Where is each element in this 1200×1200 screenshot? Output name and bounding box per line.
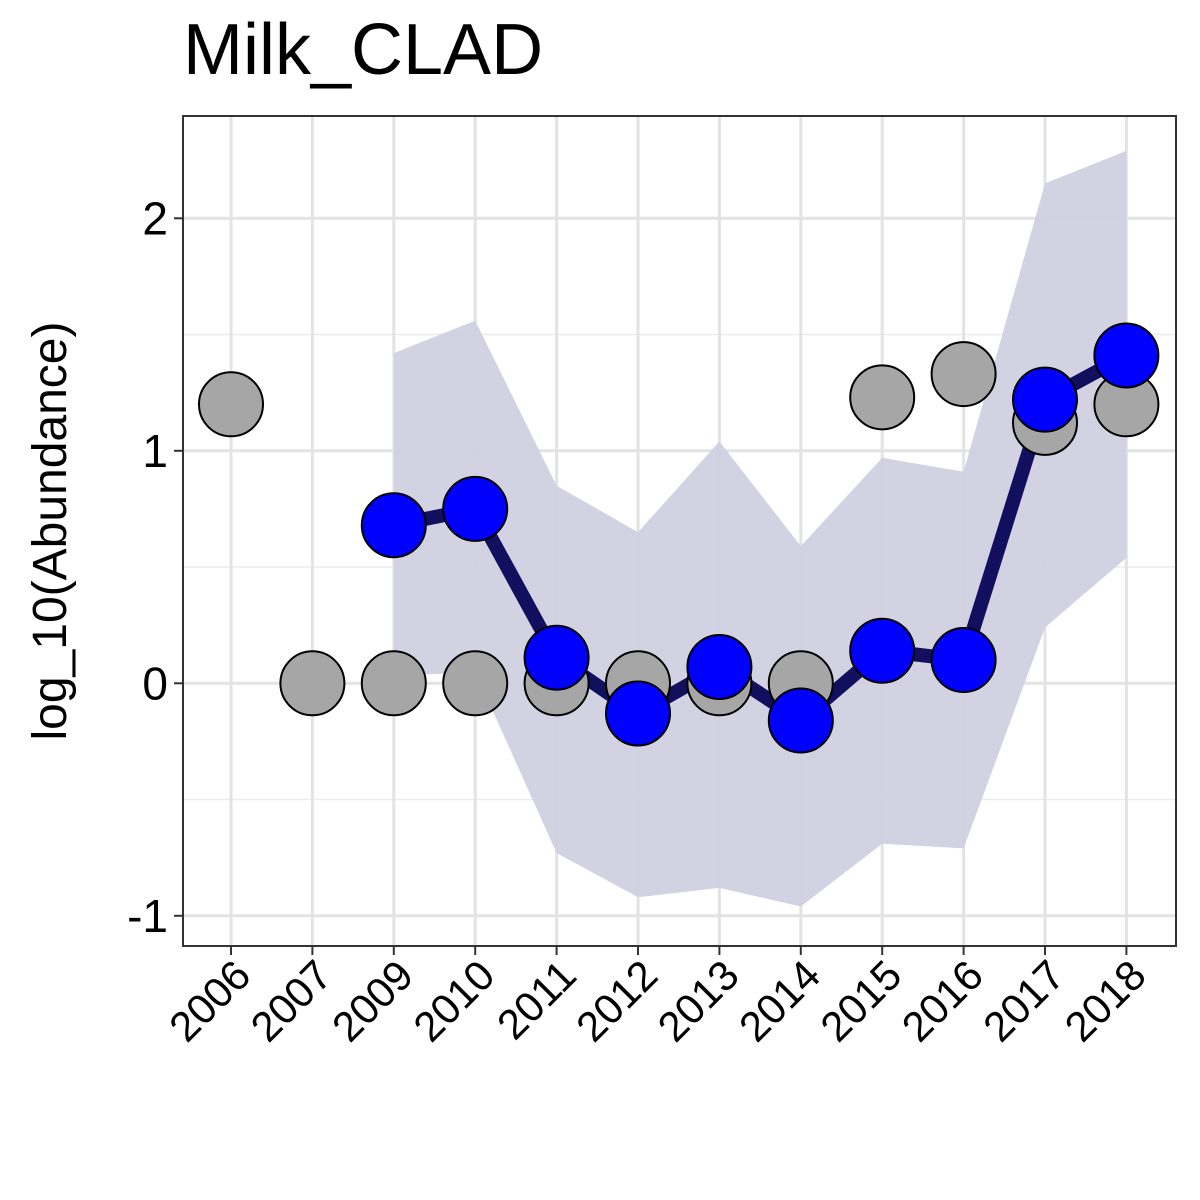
fitted-point (360, 492, 427, 559)
x-tick-label: 2013 (648, 951, 747, 1050)
x-tick-label: 2018 (1055, 951, 1154, 1050)
fitted-point (523, 624, 590, 691)
x-tick-label: 2010 (404, 951, 503, 1050)
fitted-point (849, 617, 916, 684)
x-tick-label: 2011 (488, 951, 585, 1048)
observed-point (360, 650, 427, 717)
x-tick-label: 2012 (567, 951, 666, 1050)
fitted-point (767, 687, 834, 754)
fitted-points-layer (360, 322, 1160, 754)
observed-point (442, 650, 509, 717)
observed-point (930, 341, 997, 408)
y-tick-label: 0 (142, 657, 168, 709)
x-tick-label: 2006 (160, 951, 259, 1050)
fitted-line-layer (386, 348, 1134, 728)
x-tick-label: 2015 (811, 951, 910, 1050)
fitted-point (442, 475, 509, 542)
x-tick-label: 2009 (323, 951, 422, 1050)
fitted-point (686, 634, 753, 701)
observed-point (279, 650, 346, 717)
y-axis: -1 0 1 2 (127, 192, 183, 942)
y-tick-label: 1 (142, 425, 168, 477)
fitted-point (1012, 366, 1078, 433)
fitted-point (930, 627, 997, 694)
x-tick-label: 2017 (974, 951, 1073, 1050)
fitted-line (386, 348, 1134, 728)
x-tick-label: 2014 (730, 951, 829, 1050)
plot-border (182, 115, 1177, 947)
y-axis-title: log_10(Abundance) (24, 322, 77, 741)
confidence-band (393, 150, 1127, 907)
confidence-band-layer (393, 150, 1127, 907)
chart-title: Milk_CLAD (183, 10, 544, 90)
x-tick-label: 2016 (893, 951, 992, 1050)
observed-point (198, 371, 264, 438)
x-axis: 2006200720092010201120122013201420152016… (160, 946, 1155, 1050)
y-tick-label: -1 (127, 890, 168, 942)
fitted-point (1093, 322, 1160, 389)
y-tick-label: 2 (142, 192, 168, 244)
fitted-point (605, 680, 671, 747)
observed-point (849, 364, 916, 431)
x-tick-label: 2007 (241, 951, 340, 1050)
